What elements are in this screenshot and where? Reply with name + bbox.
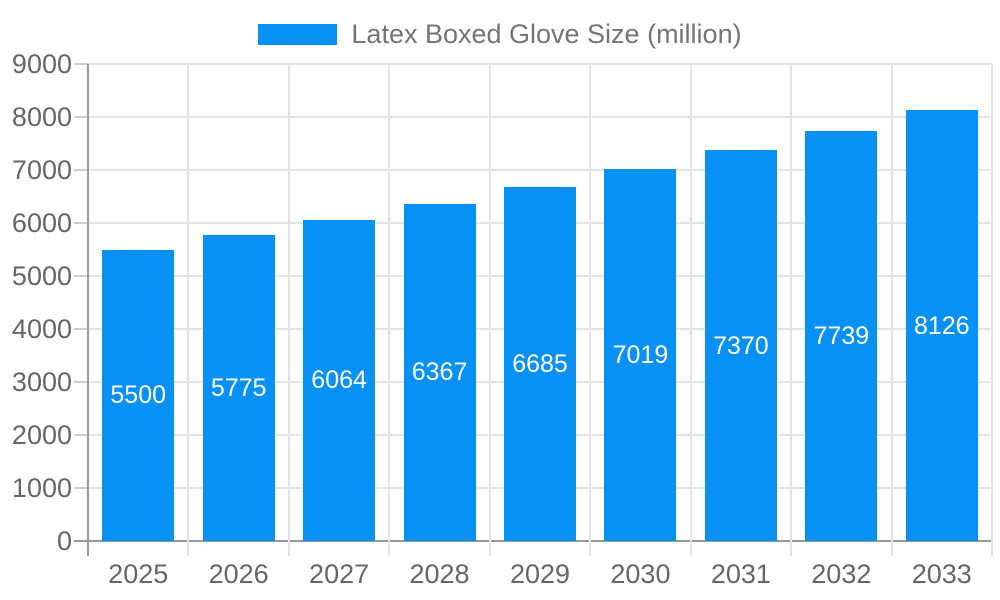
x-tick-label: 2027 <box>309 559 370 589</box>
x-tick-label: 2025 <box>108 559 169 589</box>
grid-line-v <box>991 64 993 556</box>
bar <box>704 150 777 541</box>
y-tick-mark <box>74 328 88 330</box>
bar <box>303 219 376 541</box>
grid-line-h <box>88 116 992 118</box>
y-axis-line <box>87 64 89 556</box>
grid-line-v <box>890 64 893 556</box>
y-tick-label: 4000 <box>11 314 72 344</box>
bar-value-label: 6367 <box>411 358 468 387</box>
y-tick-label: 5000 <box>11 261 72 291</box>
y-tick-mark <box>74 116 88 118</box>
bar <box>504 186 576 541</box>
bar-value-label: 5500 <box>110 381 167 410</box>
legend-swatch <box>258 24 338 45</box>
y-tick-label: 1000 <box>11 473 72 503</box>
y-tick-label: 9000 <box>11 49 72 79</box>
bar-value-label: 5775 <box>210 373 267 402</box>
x-tick-label: 2031 <box>710 559 771 589</box>
bar <box>805 130 878 541</box>
bar <box>102 249 175 541</box>
grid-line-v <box>790 64 793 556</box>
bar-value-label: 6685 <box>512 349 568 378</box>
grid-line-v <box>488 64 491 556</box>
legend-label: Latex Boxed Glove Size (million) <box>351 19 742 49</box>
bar-value-label: 6064 <box>311 366 367 395</box>
x-axis-line <box>74 540 992 542</box>
bar <box>604 168 677 541</box>
y-tick-label: 7000 <box>11 155 72 185</box>
bar-value-label: 7019 <box>612 340 669 369</box>
bar <box>202 234 275 541</box>
x-tick-label: 2033 <box>911 559 972 589</box>
grid-line-v <box>187 64 190 556</box>
y-tick-mark <box>74 275 88 277</box>
y-tick-label: 0 <box>56 526 72 556</box>
grid-line-v <box>388 64 391 556</box>
y-tick-mark <box>74 63 88 65</box>
x-tick-label: 2026 <box>208 559 269 589</box>
y-tick-label: 8000 <box>11 102 72 132</box>
bar-value-label: 7370 <box>713 331 769 360</box>
y-tick-mark <box>74 222 88 224</box>
grid-line-v <box>287 64 290 556</box>
bar-value-label: 7739 <box>813 321 870 350</box>
y-tick-label: 6000 <box>11 208 72 238</box>
y-tick-mark <box>74 487 88 489</box>
x-tick-label: 2029 <box>509 559 571 589</box>
grid-line-h <box>88 63 992 65</box>
bar <box>403 203 476 541</box>
x-tick-label: 2030 <box>610 559 671 589</box>
x-tick-label: 2028 <box>409 559 470 589</box>
bar-value-label: 8126 <box>913 311 970 340</box>
bar <box>905 110 978 541</box>
y-tick-mark <box>74 434 88 436</box>
grid-line-v <box>589 64 592 556</box>
y-tick-mark <box>74 381 88 383</box>
y-tick-mark <box>74 169 88 171</box>
grid-line-h <box>88 169 992 171</box>
y-tick-label: 3000 <box>11 367 72 397</box>
y-tick-label: 2000 <box>11 420 72 450</box>
grid-line-v <box>689 64 692 556</box>
legend: Latex Boxed Glove Size (million) <box>0 21 1000 48</box>
x-tick-label: 2032 <box>811 559 872 589</box>
